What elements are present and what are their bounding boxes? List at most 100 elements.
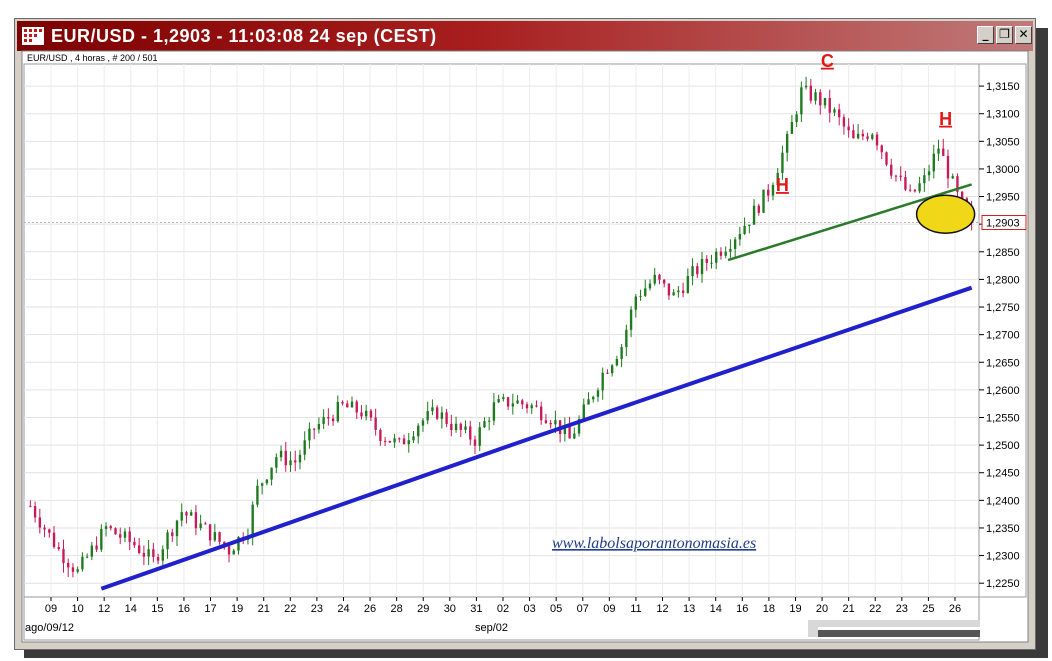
candle-body (218, 532, 221, 542)
candle-body (190, 512, 193, 516)
restore-button[interactable]: ❐ (996, 26, 1013, 44)
candle-body (838, 109, 841, 118)
candle-body (601, 372, 604, 391)
x-tick-label: 09 (45, 603, 57, 615)
candle-body (937, 148, 940, 154)
candle-body (322, 417, 325, 424)
candle-body (762, 189, 765, 213)
candle-body (327, 417, 330, 419)
candle-body (350, 401, 354, 408)
candle-body (544, 420, 548, 423)
watermark-link[interactable]: www.labolsaporantonomasia.es (552, 535, 756, 552)
candle-body (133, 541, 136, 546)
candle-body (691, 266, 694, 277)
candle-body (577, 419, 581, 434)
candle-body (672, 292, 675, 296)
candle-body (506, 397, 510, 407)
candle-body (549, 422, 552, 425)
candle-body (663, 279, 666, 284)
candle-body (842, 117, 846, 127)
candle-body (128, 531, 131, 542)
candle-body (511, 403, 515, 407)
y-tick-label: 1,3050 (986, 136, 1020, 148)
candle-body (592, 396, 595, 400)
candle-body (308, 428, 311, 441)
candle-body (757, 205, 760, 213)
candle-body (346, 403, 349, 408)
price-axis (978, 63, 1027, 598)
last-price-box (981, 215, 1027, 231)
candle-body (147, 549, 150, 557)
candle-body (67, 563, 70, 568)
candle-body (752, 205, 756, 225)
candle-body (161, 549, 164, 561)
candle-body (800, 87, 803, 115)
candle-body (875, 134, 879, 146)
candle-body (781, 152, 784, 173)
candle-body (667, 283, 671, 296)
candle-body (355, 401, 358, 413)
candle-body (771, 184, 775, 196)
x-tick-label: 14 (125, 603, 137, 615)
x-tick-label: 12 (98, 603, 110, 615)
y-tick-label: 1,2500 (986, 440, 1020, 452)
candle-body (383, 440, 387, 442)
x-tick-label: 14 (710, 603, 722, 615)
candle-body (260, 483, 264, 486)
y-axis-labels: 1,31501,31001,30501,30001,29501,29001,28… (979, 81, 1027, 590)
candle-body (610, 365, 614, 374)
candle-body (194, 512, 198, 529)
candle-body (946, 155, 950, 179)
candle-body (298, 454, 302, 463)
candle-body (918, 183, 921, 192)
candle-body (76, 569, 79, 572)
candle-body (724, 251, 727, 256)
minimize-button[interactable]: _ (977, 26, 994, 44)
candle-body (847, 126, 850, 131)
y-tick-label: 1,2950 (986, 192, 1020, 204)
candle-body (795, 114, 798, 123)
candle-body (516, 400, 519, 404)
candle-body (369, 410, 373, 418)
candle-body (81, 556, 84, 570)
title-bar[interactable]: EUR/USD - 1,2903 - 11:03:08 24 sep (CEST… (17, 21, 1033, 51)
candle-body (166, 532, 169, 550)
candle-body (932, 153, 935, 172)
candle-body (317, 423, 321, 430)
candle-body (204, 523, 207, 525)
x-tick-label: 24 (337, 603, 349, 615)
candle-body (171, 532, 174, 537)
y-tick-label: 1,3150 (986, 81, 1020, 93)
close-button[interactable]: ✕ (1015, 26, 1032, 44)
candle-body (85, 556, 89, 558)
candle-body (582, 404, 585, 420)
grid (24, 64, 979, 597)
candle-body (341, 402, 344, 404)
plot-area (23, 63, 980, 598)
candle-body (828, 97, 831, 113)
candle-body (402, 438, 406, 445)
candle-body (360, 412, 363, 417)
candle-body (715, 251, 718, 263)
scrollbar-thumb[interactable] (818, 627, 980, 637)
x-axis-labels: 09 10 12 14 15 16 17 19 21 22 23 24 26 28 29 30 31 02 03 05… (25, 597, 961, 634)
candle-body (719, 251, 723, 256)
candle-body (303, 440, 306, 455)
candle-body (407, 440, 410, 445)
candle-body (743, 225, 746, 235)
x-tick-label: 11 (630, 603, 641, 615)
candle-body (123, 531, 127, 538)
candle-body (634, 296, 637, 310)
candle-body (729, 248, 732, 252)
candle-body (890, 164, 893, 176)
candle-body (540, 406, 543, 421)
candle-body (700, 258, 704, 275)
y-tick-label: 1,3100 (986, 109, 1020, 121)
candle-body (156, 556, 160, 561)
candle-body (833, 109, 836, 113)
candle-body (951, 176, 954, 179)
x-tick-label: 22 (284, 603, 296, 615)
candle-body (185, 512, 188, 516)
y-tick-label: 1,2550 (986, 412, 1020, 424)
candle-body (502, 397, 505, 400)
